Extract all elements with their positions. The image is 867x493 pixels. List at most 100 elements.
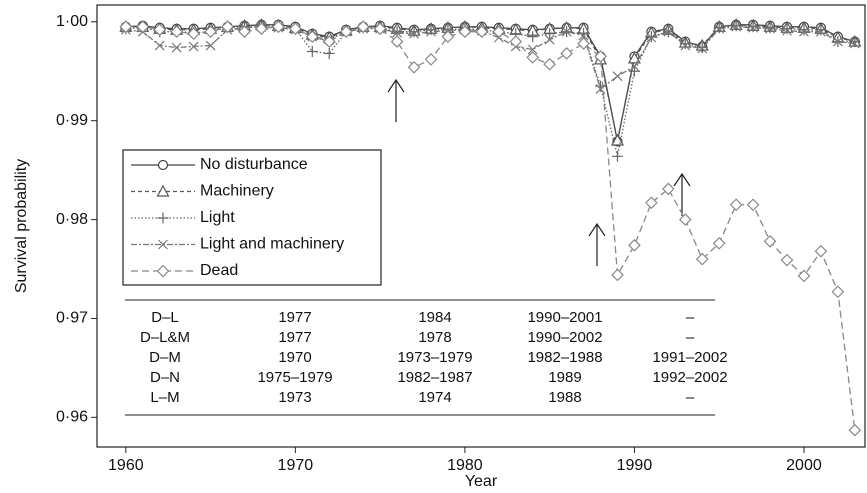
- table-cell: 1990–2002: [527, 329, 602, 346]
- marker: [339, 25, 353, 39]
- y-tick-label: 0·96: [56, 409, 88, 426]
- table-cell: 1977: [278, 329, 311, 346]
- table-cell: 1988: [548, 389, 581, 406]
- table-cell: L–M: [150, 389, 179, 406]
- marker: [764, 22, 776, 34]
- table-cell: 1984: [418, 309, 451, 326]
- table-cell: 1982–1987: [397, 369, 472, 386]
- marker: [697, 43, 708, 54]
- table-cell: 1970: [278, 349, 311, 366]
- marker: [679, 38, 691, 50]
- y-tick-label: 0·97: [56, 310, 88, 327]
- table-cell: 1973–1979: [397, 349, 472, 366]
- plot-frame: [96, 4, 866, 448]
- table-cell: D–N: [150, 369, 180, 386]
- marker: [696, 42, 708, 54]
- marker: [663, 26, 674, 37]
- arrows: [387, 78, 691, 266]
- table-cell: D–L&M: [140, 329, 190, 346]
- legend-marker: [157, 212, 169, 224]
- table-cell: 1982–1988: [527, 349, 602, 366]
- legend-marker: [157, 159, 169, 171]
- table-cell: –: [686, 329, 695, 346]
- legend-label: Light: [200, 209, 235, 226]
- marker: [272, 20, 285, 34]
- table-cell: –: [686, 389, 695, 406]
- marker: [153, 23, 167, 37]
- marker: [831, 285, 845, 299]
- table-cell: 1978: [418, 329, 451, 346]
- series-line: [125, 24, 856, 142]
- marker: [409, 28, 419, 39]
- marker: [527, 44, 538, 55]
- marker: [832, 36, 843, 47]
- marker: [714, 23, 725, 34]
- marker: [780, 253, 794, 267]
- marker: [781, 23, 793, 35]
- legend-marker: [158, 239, 168, 250]
- table-cell: –: [686, 309, 695, 326]
- marker: [848, 423, 862, 437]
- marker: [289, 22, 302, 36]
- marker: [526, 51, 540, 64]
- marker: [799, 26, 809, 37]
- marker: [561, 26, 572, 37]
- marker: [765, 23, 775, 34]
- marker: [544, 28, 556, 40]
- marker: [680, 40, 691, 51]
- x-tick-label: 1960: [108, 457, 144, 474]
- marker: [392, 27, 403, 38]
- marker: [356, 20, 370, 34]
- table-cell: 1992–2002: [652, 369, 727, 386]
- marker: [407, 60, 421, 74]
- x-axis-label: Year: [465, 473, 498, 490]
- marker: [458, 25, 472, 39]
- legend-marker: [156, 264, 170, 278]
- y-axis-label: Survival probability: [13, 159, 30, 293]
- marker: [426, 26, 436, 37]
- marker: [323, 47, 335, 59]
- marker: [731, 21, 742, 32]
- marker: [509, 35, 523, 48]
- marker: [527, 31, 539, 43]
- marker: [747, 21, 759, 33]
- marker: [712, 236, 726, 250]
- table-cell: 1975–1979: [257, 369, 332, 386]
- table-cell: D–M: [149, 349, 181, 366]
- marker: [849, 36, 861, 48]
- table-cell: 1989: [548, 369, 581, 386]
- marker: [612, 71, 623, 82]
- marker: [815, 24, 827, 36]
- marker: [221, 20, 234, 34]
- marker: [238, 25, 251, 39]
- series-line: [125, 24, 855, 141]
- marker: [119, 20, 133, 34]
- marker: [748, 22, 759, 33]
- marker: [424, 53, 438, 66]
- marker: [441, 30, 455, 43]
- legend-label: Machinery: [200, 183, 274, 200]
- marker: [661, 182, 675, 196]
- x-tick-label: 1990: [617, 457, 653, 474]
- marker: [154, 40, 165, 51]
- marker: [730, 20, 742, 32]
- marker: [695, 252, 709, 266]
- table-cell: 1990–2001: [527, 309, 602, 326]
- table-cell: 1991–2002: [652, 349, 727, 366]
- marker: [849, 38, 860, 49]
- marker: [578, 30, 589, 41]
- marker: [645, 196, 658, 210]
- marker: [815, 26, 826, 37]
- marker: [560, 47, 573, 60]
- marker: [408, 26, 420, 38]
- marker: [628, 238, 641, 252]
- table-cell: 1973: [278, 389, 311, 406]
- marker: [255, 22, 268, 36]
- marker: [782, 25, 792, 36]
- marker: [475, 25, 489, 39]
- marker: [595, 84, 606, 94]
- marker: [814, 244, 828, 258]
- marker: [797, 269, 811, 283]
- marker: [204, 25, 217, 39]
